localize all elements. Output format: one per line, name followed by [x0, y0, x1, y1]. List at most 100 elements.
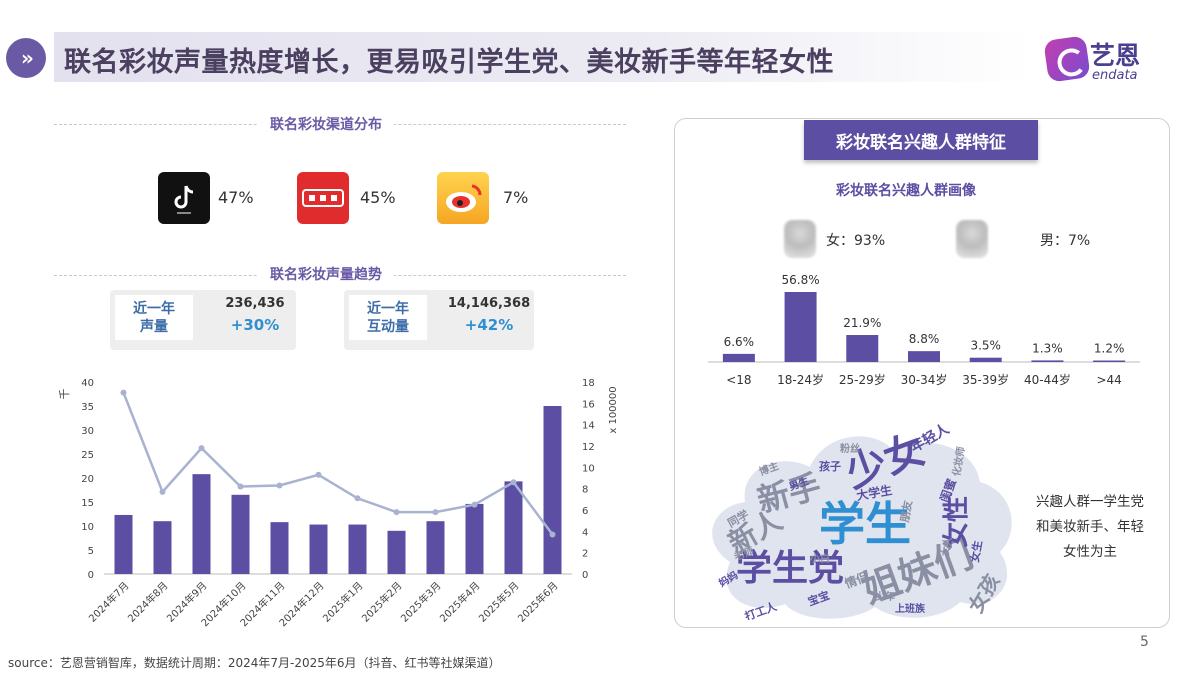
- volume-stat-change: +30%: [230, 316, 280, 334]
- y-left-tick: 20: [81, 474, 94, 485]
- x-tick-label: 2024年7月: [86, 579, 132, 625]
- x-tick-label: 2025年5月: [476, 579, 522, 625]
- word-cloud-word: 孩子: [819, 459, 841, 473]
- volume-stat-value: 236,436: [225, 296, 285, 311]
- interaction-point: [549, 531, 556, 538]
- interaction-stat-change: +42%: [464, 316, 514, 334]
- age-bar: [722, 353, 755, 362]
- volume-bar: [114, 514, 133, 574]
- audience-portrait-subtitle: 彩妆联名兴趣人群画像: [836, 183, 976, 199]
- word-cloud-shape: [712, 436, 1012, 619]
- age-bar: [969, 357, 1002, 362]
- y-right-tick: 2: [582, 549, 588, 560]
- word-cloud-word: 女性: [941, 496, 972, 548]
- y-right-tick: 14: [582, 421, 595, 432]
- page-number: 5: [1140, 634, 1149, 650]
- interaction-stat-card: 近一年 互动量 14,146,368 +42%: [344, 290, 534, 350]
- logo-en-text: endata: [1092, 68, 1138, 83]
- y-right-tick: 6: [582, 506, 588, 517]
- x-tick-label: 2025年4月: [437, 579, 483, 625]
- y-right-label: x 100000: [608, 386, 619, 433]
- interaction-point: [237, 483, 244, 490]
- volume-bar: [348, 524, 367, 574]
- volume-bar: [270, 522, 289, 574]
- weibo-icon: [437, 172, 489, 224]
- interaction-line: [122, 392, 554, 536]
- volume-bar: [153, 521, 172, 574]
- interaction-point: [393, 509, 400, 516]
- age-category-label: <18: [726, 373, 751, 387]
- male-avatar: [956, 220, 988, 258]
- female-share: 女：93%: [826, 233, 886, 249]
- douyin-share: 47%: [218, 188, 254, 207]
- age-bar: [846, 335, 879, 362]
- age-data-label: 3.5%: [970, 339, 1001, 353]
- interaction-stat-label-line2: 互动量: [367, 319, 409, 335]
- xiaohongshu-share: 45%: [360, 188, 396, 207]
- age-chart: 6.6% <18 56.8% 18-24岁 21.9% 25-29岁 8.8% 30-34岁 3…: [708, 273, 1140, 387]
- age-data-label: 56.8%: [782, 273, 820, 287]
- age-data-label: 21.9%: [843, 316, 881, 330]
- y-right-tick: 18: [582, 378, 595, 389]
- volume-stat-card: 近一年 声量 236,436 +30%: [110, 290, 296, 350]
- age-category-label: 25-29岁: [839, 372, 886, 387]
- interaction-point: [198, 445, 205, 452]
- word-cloud-word: 学生: [819, 497, 911, 551]
- volume-stat-label: 近一年 声量: [115, 295, 193, 340]
- age-category-label: 18-24岁: [777, 372, 824, 387]
- age-bar: [784, 292, 817, 362]
- y-left-tick: 5: [88, 546, 94, 557]
- age-bar: [1031, 360, 1064, 362]
- word-cloud-word: 女生: [967, 539, 985, 563]
- word-cloud-word: 上班族: [895, 602, 926, 615]
- volume-bar: [426, 521, 445, 574]
- interaction-point: [471, 501, 478, 508]
- y-right-tick: 4: [582, 527, 588, 538]
- x-tick-label: 2024年8月: [125, 579, 171, 625]
- age-category-label: 30-34岁: [901, 372, 948, 387]
- y-left-tick: 40: [81, 378, 94, 389]
- volume-stat-label-line2: 声量: [140, 319, 168, 335]
- word-cloud-word: 粉丝: [840, 442, 860, 455]
- y-left-label: 千: [58, 389, 71, 400]
- word-cloud-word: 女人: [938, 534, 954, 557]
- interaction-stat-label-line1: 近一年: [367, 301, 409, 317]
- interaction-stat-value: 14,146,368: [447, 296, 531, 311]
- age-data-label: 1.2%: [1094, 342, 1125, 356]
- page-title: 联名彩妆声量热度增长，更易吸引学生党、美妆新手等年轻女性: [64, 47, 834, 78]
- channel-section-title: 联名彩妆渠道分布: [258, 114, 394, 134]
- header-band: [54, 32, 1032, 82]
- y-left-tick: 30: [81, 426, 94, 437]
- audience-panel: [674, 118, 1170, 628]
- interaction-point: [276, 482, 283, 489]
- word-cloud-word: 小白: [809, 552, 830, 565]
- interaction-point: [432, 509, 439, 516]
- female-avatar: [784, 220, 816, 258]
- word-cloud-word: 大学生: [855, 482, 893, 503]
- volume-bar: [387, 530, 406, 574]
- x-tick-label: 2025年2月: [359, 579, 405, 625]
- y-right-tick: 12: [582, 442, 595, 453]
- volume-bar: [231, 494, 250, 574]
- word-cloud-word: 朋友: [897, 499, 915, 524]
- y-left-tick: 10: [81, 522, 94, 533]
- source-footer: source：艺恩营销智库，数据统计周期：2024年7月-2025年6月（抖音、…: [8, 656, 501, 670]
- volume-bar: [543, 406, 562, 574]
- y-right-tick: 0: [582, 570, 588, 581]
- endata-logo: 艺恩 endata: [1043, 35, 1166, 86]
- age-category-label: >44: [1096, 373, 1121, 387]
- volume-bar: [309, 524, 328, 574]
- male-share: 男：7%: [1040, 233, 1091, 249]
- y-left-tick: 0: [88, 570, 94, 581]
- x-tick-label: 2025年3月: [398, 579, 444, 625]
- x-tick-label: 2025年6月: [515, 579, 561, 625]
- volume-bar: [465, 503, 484, 574]
- age-category-label: 40-44岁: [1024, 372, 1071, 387]
- interaction-stat-label: 近一年 互动量: [349, 295, 427, 340]
- word-cloud-note: 兴趣人群一学生党和美妆新手、年轻女性为主: [1036, 494, 1144, 560]
- y-right-tick: 10: [582, 463, 595, 474]
- interaction-point: [510, 479, 517, 486]
- y-right-tick: 8: [582, 485, 588, 496]
- volume-bar: [504, 481, 523, 574]
